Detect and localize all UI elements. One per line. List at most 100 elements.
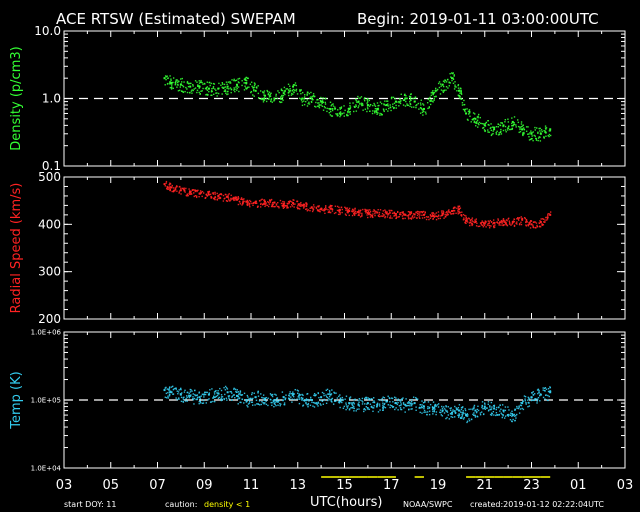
density-scatter-dot [284,90,286,93]
speed-scatter-dot [421,214,423,216]
density-scatter-dot [538,127,540,130]
temp-scatter-dot [301,393,303,396]
temp-scatter-dot [434,404,436,407]
density-scatter-dot [373,104,376,106]
density-data-point [198,85,201,88]
speed-data-point [329,207,332,210]
speed-scatter-dot [247,200,249,203]
speed-scatter-dot [409,211,411,213]
density-scatter-dot [432,90,434,92]
density-scatter-dot [278,91,280,94]
temp-scatter-dot [267,404,269,407]
speed-scatter-dot [353,211,356,214]
speed-scatter-dot [485,220,487,223]
density-scatter-dot [500,130,502,133]
temp-scatter-dot [433,410,436,412]
speed-scatter-dot [488,222,490,225]
density-scatter-dot [372,110,374,112]
speed-scatter-dot [422,210,425,213]
speed-scatter-dot [282,207,285,209]
density-scatter-dot [266,90,269,93]
temp-scatter-dot [372,401,374,404]
density-scatter-dot [361,103,364,105]
density-scatter-dot [281,98,283,100]
temp-scatter-dot [235,390,237,393]
density-scatter-dot [306,91,309,93]
temp-scatter-dot [400,404,402,407]
speed-scatter-dot [183,190,185,192]
density-scatter-dot [402,104,405,106]
density-scatter-dot [428,97,431,100]
temp-data-point [404,403,407,406]
speed-scatter-dot [410,218,413,220]
density-scatter-dot [206,86,209,88]
speed-scatter-dot [331,204,333,207]
speed-scatter-dot [283,202,286,205]
speed-scatter-dot [236,197,238,199]
speed-scatter-dot [471,217,474,219]
temp-scatter-dot [376,405,378,407]
density-scatter-dot [522,124,525,126]
density-scatter-dot [174,83,177,86]
density-scatter-dot [373,110,376,112]
density-scatter-dot [256,87,258,89]
speed-scatter-dot [471,223,474,226]
speed-scatter-dot [494,224,496,226]
temp-scatter-dot [290,392,292,395]
temp-scatter-dot [547,390,550,393]
density-scatter-dot [458,95,460,97]
temp-scatter-dot [412,396,415,398]
density-scatter-dot [176,79,178,81]
speed-data-point [458,208,461,211]
speed-scatter-dot [327,209,329,211]
density-scatter-dot [392,103,394,105]
density-scatter-dot [323,105,326,108]
temp-scatter-dot [398,405,401,407]
density-scatter-dot [296,93,299,95]
temp-scatter-dot [424,401,426,403]
temp-scatter-dot [462,406,464,408]
speed-scatter-dot [321,209,324,211]
speed-scatter-dot [424,213,426,215]
speed-scatter-dot [240,197,243,199]
temp-scatter-dot [177,393,179,395]
speed-scatter-dot [480,222,482,224]
density-scatter-dot [500,122,502,124]
speed-scatter-dot [402,211,404,213]
density-scatter-dot [409,102,411,105]
temp-scatter-dot [357,399,359,402]
temp-scatter-dot [214,390,217,393]
speed-data-point [441,212,444,215]
temp-scatter-dot [288,395,291,397]
speed-scatter-dot [545,216,547,219]
temp-scatter-dot [220,397,222,400]
temp-scatter-dot [251,398,253,400]
temp-data-point [432,407,435,410]
temp-scatter-dot [288,398,290,400]
density-data-point [366,104,369,107]
temp-scatter-dot [342,399,344,402]
speed-scatter-dot [419,211,421,213]
speed-scatter-dot [442,212,445,214]
density-scatter-dot [225,92,227,94]
density-data-point [357,100,360,103]
temp-scatter-dot [362,401,364,403]
temp-scatter-dot [184,389,186,392]
speed-scatter-dot [329,205,331,208]
temp-scatter-dot [355,410,357,412]
speed-scatter-dot [400,213,402,216]
density-scatter-dot [181,90,183,92]
density-scatter-dot [393,106,395,109]
temp-scatter-dot [341,401,343,404]
density-scatter-dot [259,90,262,92]
speed-scatter-dot [544,221,546,223]
density-scatter-dot [213,83,216,85]
x-tick-label: 21 [476,478,493,493]
density-scatter-dot [186,80,189,83]
density-scatter-dot [280,97,282,100]
density-scatter-dot [535,139,538,141]
speed-scatter-dot [248,204,251,206]
temp-scatter-dot [458,415,460,417]
temp-scatter-dot [450,407,452,409]
